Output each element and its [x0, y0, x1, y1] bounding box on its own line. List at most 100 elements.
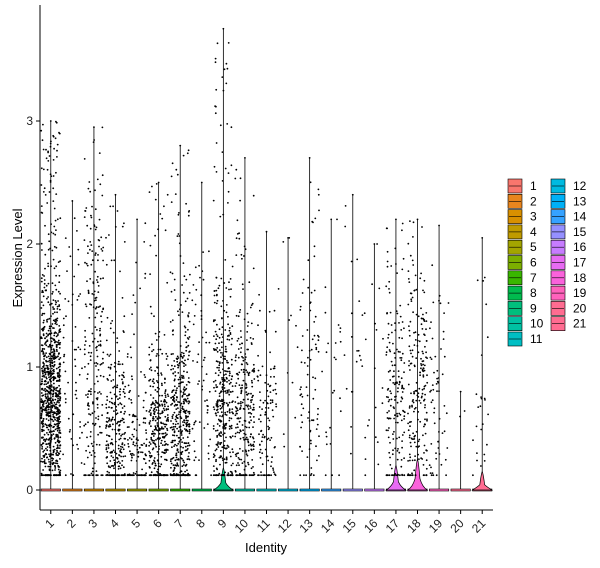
- data-point: [67, 300, 70, 303]
- data-point: [141, 468, 144, 471]
- data-point: [337, 324, 340, 326]
- data-point: [483, 460, 486, 462]
- data-point: [221, 388, 224, 391]
- data-point: [41, 436, 43, 439]
- data-point: [52, 368, 55, 371]
- data-point: [223, 444, 226, 447]
- data-point: [55, 389, 57, 392]
- data-point: [415, 430, 418, 433]
- data-point: [188, 425, 190, 428]
- data-point: [149, 456, 152, 459]
- data-point: [152, 417, 154, 420]
- data-point: [42, 425, 45, 427]
- data-point: [212, 348, 215, 350]
- violin-base-14: [321, 488, 342, 492]
- data-point: [385, 396, 388, 398]
- data-point: [423, 387, 425, 390]
- data-point: [224, 355, 226, 358]
- data-point: [112, 456, 114, 459]
- violin-group-9: [212, 27, 235, 492]
- violin-group-15: [342, 193, 364, 492]
- data-point: [165, 458, 168, 461]
- data-point: [118, 474, 120, 477]
- data-point: [393, 474, 396, 477]
- data-point: [324, 311, 327, 314]
- data-point: [221, 398, 223, 401]
- data-point: [169, 426, 172, 429]
- x-tick-label: 1: [42, 516, 57, 531]
- data-point: [246, 371, 249, 373]
- data-point: [41, 378, 43, 380]
- data-point: [151, 430, 154, 433]
- data-point: [77, 346, 80, 349]
- data-point: [55, 348, 58, 351]
- data-point: [239, 177, 242, 180]
- data-point: [220, 356, 222, 359]
- data-point: [106, 456, 108, 458]
- data-point: [43, 369, 46, 372]
- data-point: [236, 409, 239, 412]
- data-point: [45, 462, 47, 465]
- data-point: [333, 356, 336, 359]
- data-point: [94, 189, 96, 192]
- data-point: [420, 364, 423, 367]
- data-point: [272, 415, 275, 418]
- data-point: [117, 403, 120, 406]
- data-point: [374, 406, 377, 409]
- data-point: [127, 439, 129, 441]
- data-point: [270, 465, 272, 468]
- data-point: [44, 253, 47, 256]
- data-point: [56, 454, 59, 457]
- data-point: [396, 348, 398, 351]
- data-point: [106, 353, 109, 356]
- data-point: [250, 392, 252, 395]
- data-point: [222, 300, 224, 302]
- data-point: [215, 386, 218, 389]
- data-point: [97, 380, 99, 383]
- data-point: [151, 433, 153, 435]
- data-point: [50, 397, 52, 399]
- legend-item-8: 8: [507, 285, 537, 301]
- data-point: [268, 385, 271, 388]
- data-point: [234, 177, 237, 180]
- data-point: [413, 364, 416, 367]
- data-point: [148, 346, 151, 349]
- data-point: [157, 348, 160, 351]
- data-point: [325, 351, 328, 354]
- data-point: [403, 415, 406, 418]
- data-point: [181, 395, 184, 398]
- legend-label: 6: [530, 256, 537, 270]
- data-point: [205, 341, 208, 344]
- data-point: [113, 403, 116, 406]
- data-point: [130, 399, 133, 401]
- data-point: [216, 399, 219, 402]
- data-point: [52, 175, 55, 177]
- data-point: [59, 392, 62, 395]
- data-point: [221, 151, 224, 154]
- data-point: [317, 407, 319, 410]
- data-point: [182, 410, 185, 413]
- data-point: [109, 423, 111, 426]
- data-point: [43, 354, 46, 357]
- data-point: [239, 407, 242, 410]
- data-point: [97, 254, 99, 256]
- data-point: [68, 430, 71, 433]
- data-point: [153, 457, 156, 459]
- data-point: [42, 442, 45, 445]
- data-point: [149, 466, 151, 469]
- data-point: [45, 409, 48, 412]
- data-point: [41, 369, 44, 372]
- data-point: [237, 457, 240, 459]
- data-point: [273, 309, 276, 312]
- data-point: [173, 445, 176, 447]
- data-point: [224, 259, 227, 261]
- data-point: [315, 428, 318, 430]
- data-point: [100, 363, 103, 365]
- data-point: [105, 236, 107, 239]
- data-point: [148, 353, 151, 356]
- data-point: [109, 460, 112, 462]
- data-point: [56, 317, 59, 320]
- data-point: [301, 450, 303, 452]
- data-point: [409, 362, 412, 365]
- data-point: [475, 425, 478, 428]
